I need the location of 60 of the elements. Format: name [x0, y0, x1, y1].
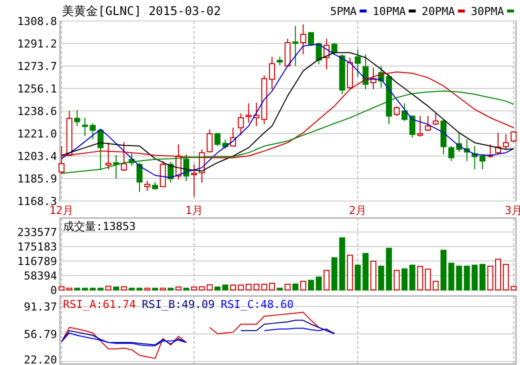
y-tick-label: 91.37 — [24, 300, 57, 314]
bar — [370, 260, 376, 290]
bar — [222, 284, 228, 290]
bar — [316, 276, 322, 290]
chart-title: 成交量:13853 — [63, 220, 136, 233]
legend-label: 5PMA — [330, 5, 357, 18]
bar — [324, 270, 330, 290]
y-tick-label: 56.79 — [24, 328, 57, 341]
y-tick-label: 0 — [50, 284, 57, 297]
bar — [394, 270, 400, 290]
y-tick-label: 1308.8 — [17, 15, 57, 28]
legend-label: 30PMA — [470, 5, 504, 18]
y-tick-label: 1221.0 — [17, 127, 57, 140]
y-tick-label: 22.20 — [24, 354, 57, 365]
y-tick-label: 1273.7 — [17, 60, 57, 73]
candlestick — [362, 54, 369, 90]
x-tick-label: 1月 — [185, 204, 203, 217]
bar — [409, 264, 416, 290]
bar — [191, 286, 198, 290]
bar — [105, 286, 112, 290]
candlestick — [74, 110, 80, 127]
bar — [58, 286, 65, 290]
chart-title: 美黄金[GLNC] 2015-03-02 — [62, 4, 221, 18]
x-tick-label: 3月 — [504, 204, 520, 217]
series-label: RSI_C:48.60 — [220, 298, 294, 311]
bar — [308, 280, 314, 290]
legend-label: 10PMA — [372, 5, 406, 18]
y-tick-label: 1291.2 — [17, 38, 57, 51]
series-label: RSI_A:61.74 — [63, 298, 136, 311]
y-tick-label: 58394 — [24, 270, 58, 282]
bar — [440, 250, 447, 290]
x-tick-label: 12月 — [49, 204, 74, 217]
bar — [402, 268, 408, 290]
bar — [378, 266, 384, 290]
bar — [175, 286, 182, 290]
candlestick — [300, 24, 306, 55]
y-tick-label: 1203.4 — [17, 150, 58, 164]
y-tick-label: 1185.9 — [17, 172, 57, 186]
y-tick-label: 116789 — [17, 255, 57, 268]
bar — [386, 248, 392, 290]
bar — [120, 286, 127, 290]
y-tick-label: 1256.1 — [17, 82, 57, 96]
bar — [300, 280, 306, 290]
y-tick-label: 233577 — [17, 226, 57, 240]
bar — [230, 284, 236, 290]
bar — [214, 286, 220, 290]
x-tick-label: 2月 — [348, 204, 367, 217]
text: RSI_B:49.09 — [142, 298, 215, 311]
bar — [292, 284, 298, 290]
bar — [113, 286, 120, 290]
bar — [479, 264, 486, 290]
legend-label: 20PMA — [422, 5, 456, 18]
bar — [346, 254, 353, 290]
candlestick — [269, 56, 276, 90]
bar — [284, 284, 291, 290]
y-tick-label: 175183 — [17, 240, 57, 254]
bar — [269, 282, 276, 290]
bar — [417, 266, 424, 290]
candlestick — [292, 25, 298, 66]
y-tick-label: 1238.6 — [17, 104, 57, 118]
